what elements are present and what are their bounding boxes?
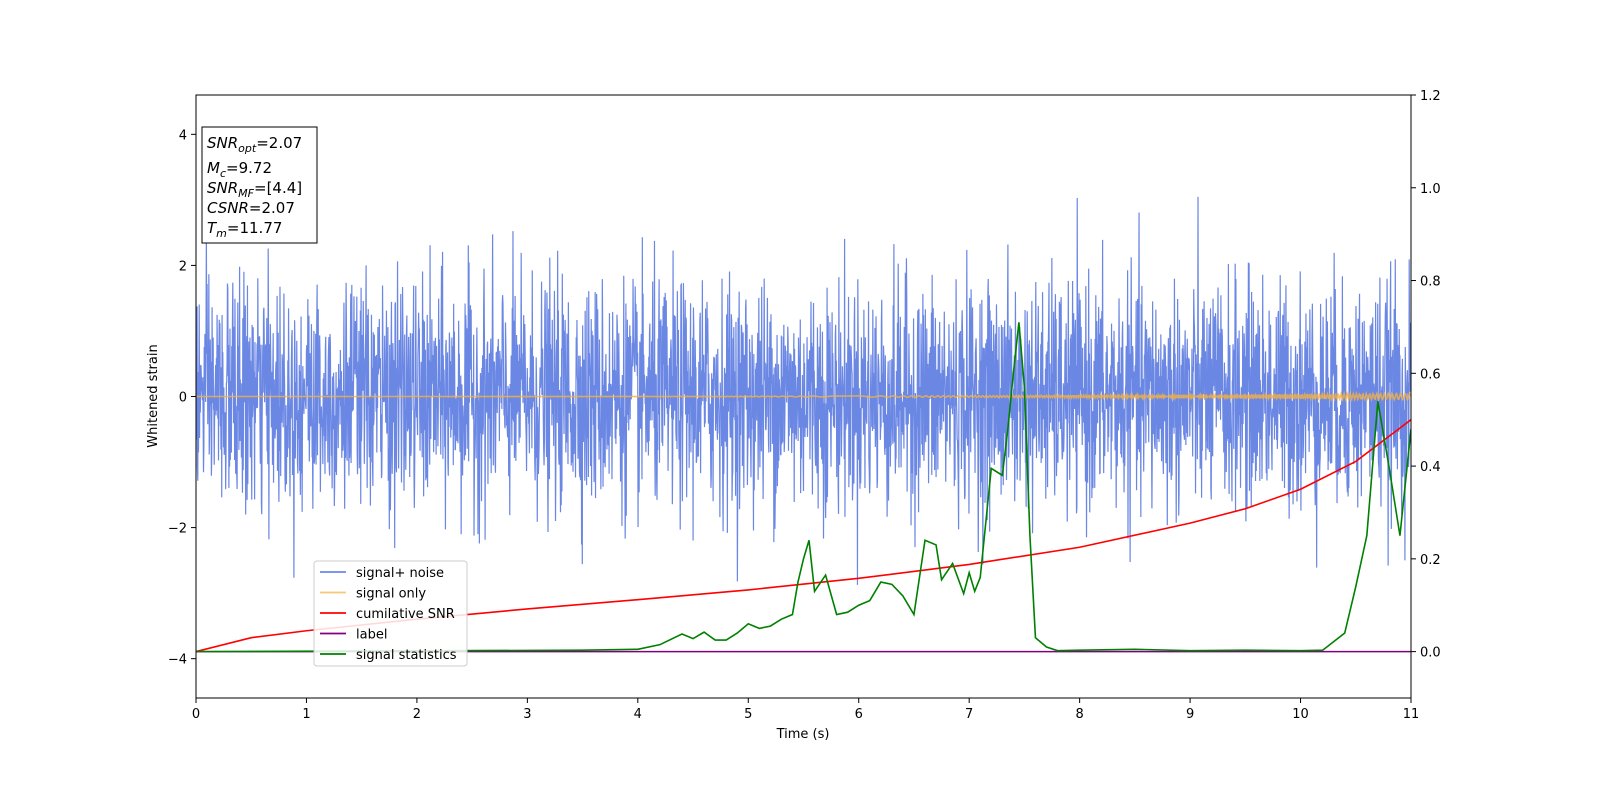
x-tick-label: 10 [1292,707,1309,722]
annotation-subscript: opt [238,142,257,155]
x-tick-label: 7 [965,707,973,722]
annotation-frame [201,126,318,244]
y-tick-label-left: −2 [168,522,187,537]
x-tick-label: 11 [1403,707,1420,722]
legend-entry: signal+ noise [356,566,444,581]
x-axis-label: Time (s) [776,727,830,742]
annotation-value: =[4.4] [254,179,302,197]
annotation-box: SNRopt=2.07Mc=9.72SNRMF=[4.4]CSNR=2.07Tm… [201,126,318,244]
y-tick-label-right: 0.2 [1420,553,1441,568]
x-tick-label: 4 [634,707,642,722]
annotation-line: SNRopt=2.07 [207,134,302,155]
legend-entry: signal only [356,587,426,602]
y-tick-label-left: 2 [179,259,187,274]
annotation-symbol: SNR [207,179,238,197]
y-axis-label: Whitened strain [146,344,161,447]
annotation-symbol: M [207,159,220,177]
y-tick-label-left: 4 [179,128,187,143]
annotation-value: =9.72 [226,159,272,177]
y-tick-label-right: 1.0 [1420,182,1441,197]
annotation-symbol: CSNR [207,199,249,217]
x-tick-label: 0 [192,707,200,722]
legend: signal+ noise signal only cumilative SNR la… [313,560,468,667]
y-tick-label-left: −4 [168,653,187,668]
y-tick-label-right: 0.0 [1420,646,1441,661]
y-tick-label-left: 0 [179,391,187,406]
annotation-line: Tm=11.77 [207,219,282,240]
annotation-line: CSNR=2.07 [207,199,295,217]
series-line-4 [196,322,1411,653]
legend-entry: cumilative SNR [356,607,455,622]
x-tick-label: 6 [855,707,863,722]
annotation-symbol: SNR [207,134,238,152]
annotation-value: =2.07 [256,134,302,152]
y-tick-label-right: 0.4 [1420,460,1441,475]
annotation-subscript: MF [238,187,254,200]
annotation-line: SNRMF=[4.4] [207,179,302,200]
legend-frame [313,560,468,667]
x-axis: 0 1 2 3 4 5 6 7 8 9 10 11 [192,698,1419,722]
x-tick-label: 9 [1186,707,1194,722]
x-tick-label: 5 [744,707,752,722]
legend-entry: label [356,628,387,643]
y-axis-left: −4 −2 0 2 4 [168,128,196,668]
series-line-1 [196,390,1411,403]
annotation-symbol: T [207,219,218,237]
y-axis-right: 0.0 0.2 0.4 0.6 0.8 1.0 1.2 [1411,89,1441,661]
x-tick-label: 2 [413,707,421,722]
y-tick-label-right: 1.2 [1420,89,1441,104]
legend-entry: signal statistics [356,648,457,663]
y-tick-label-right: 0.6 [1420,367,1441,382]
x-tick-label: 8 [1075,707,1083,722]
annotation-value: =11.77 [227,219,283,237]
annotation-subscript: c [220,167,226,180]
annotation-line: Mc=9.72 [207,159,272,180]
x-tick-label: 1 [302,707,310,722]
y-tick-label-right: 0.8 [1420,275,1441,290]
annotation-value: =2.07 [249,199,295,217]
series-line-0 [196,196,1411,585]
annotation-subscript: m [216,227,227,240]
x-tick-label: 3 [523,707,531,722]
